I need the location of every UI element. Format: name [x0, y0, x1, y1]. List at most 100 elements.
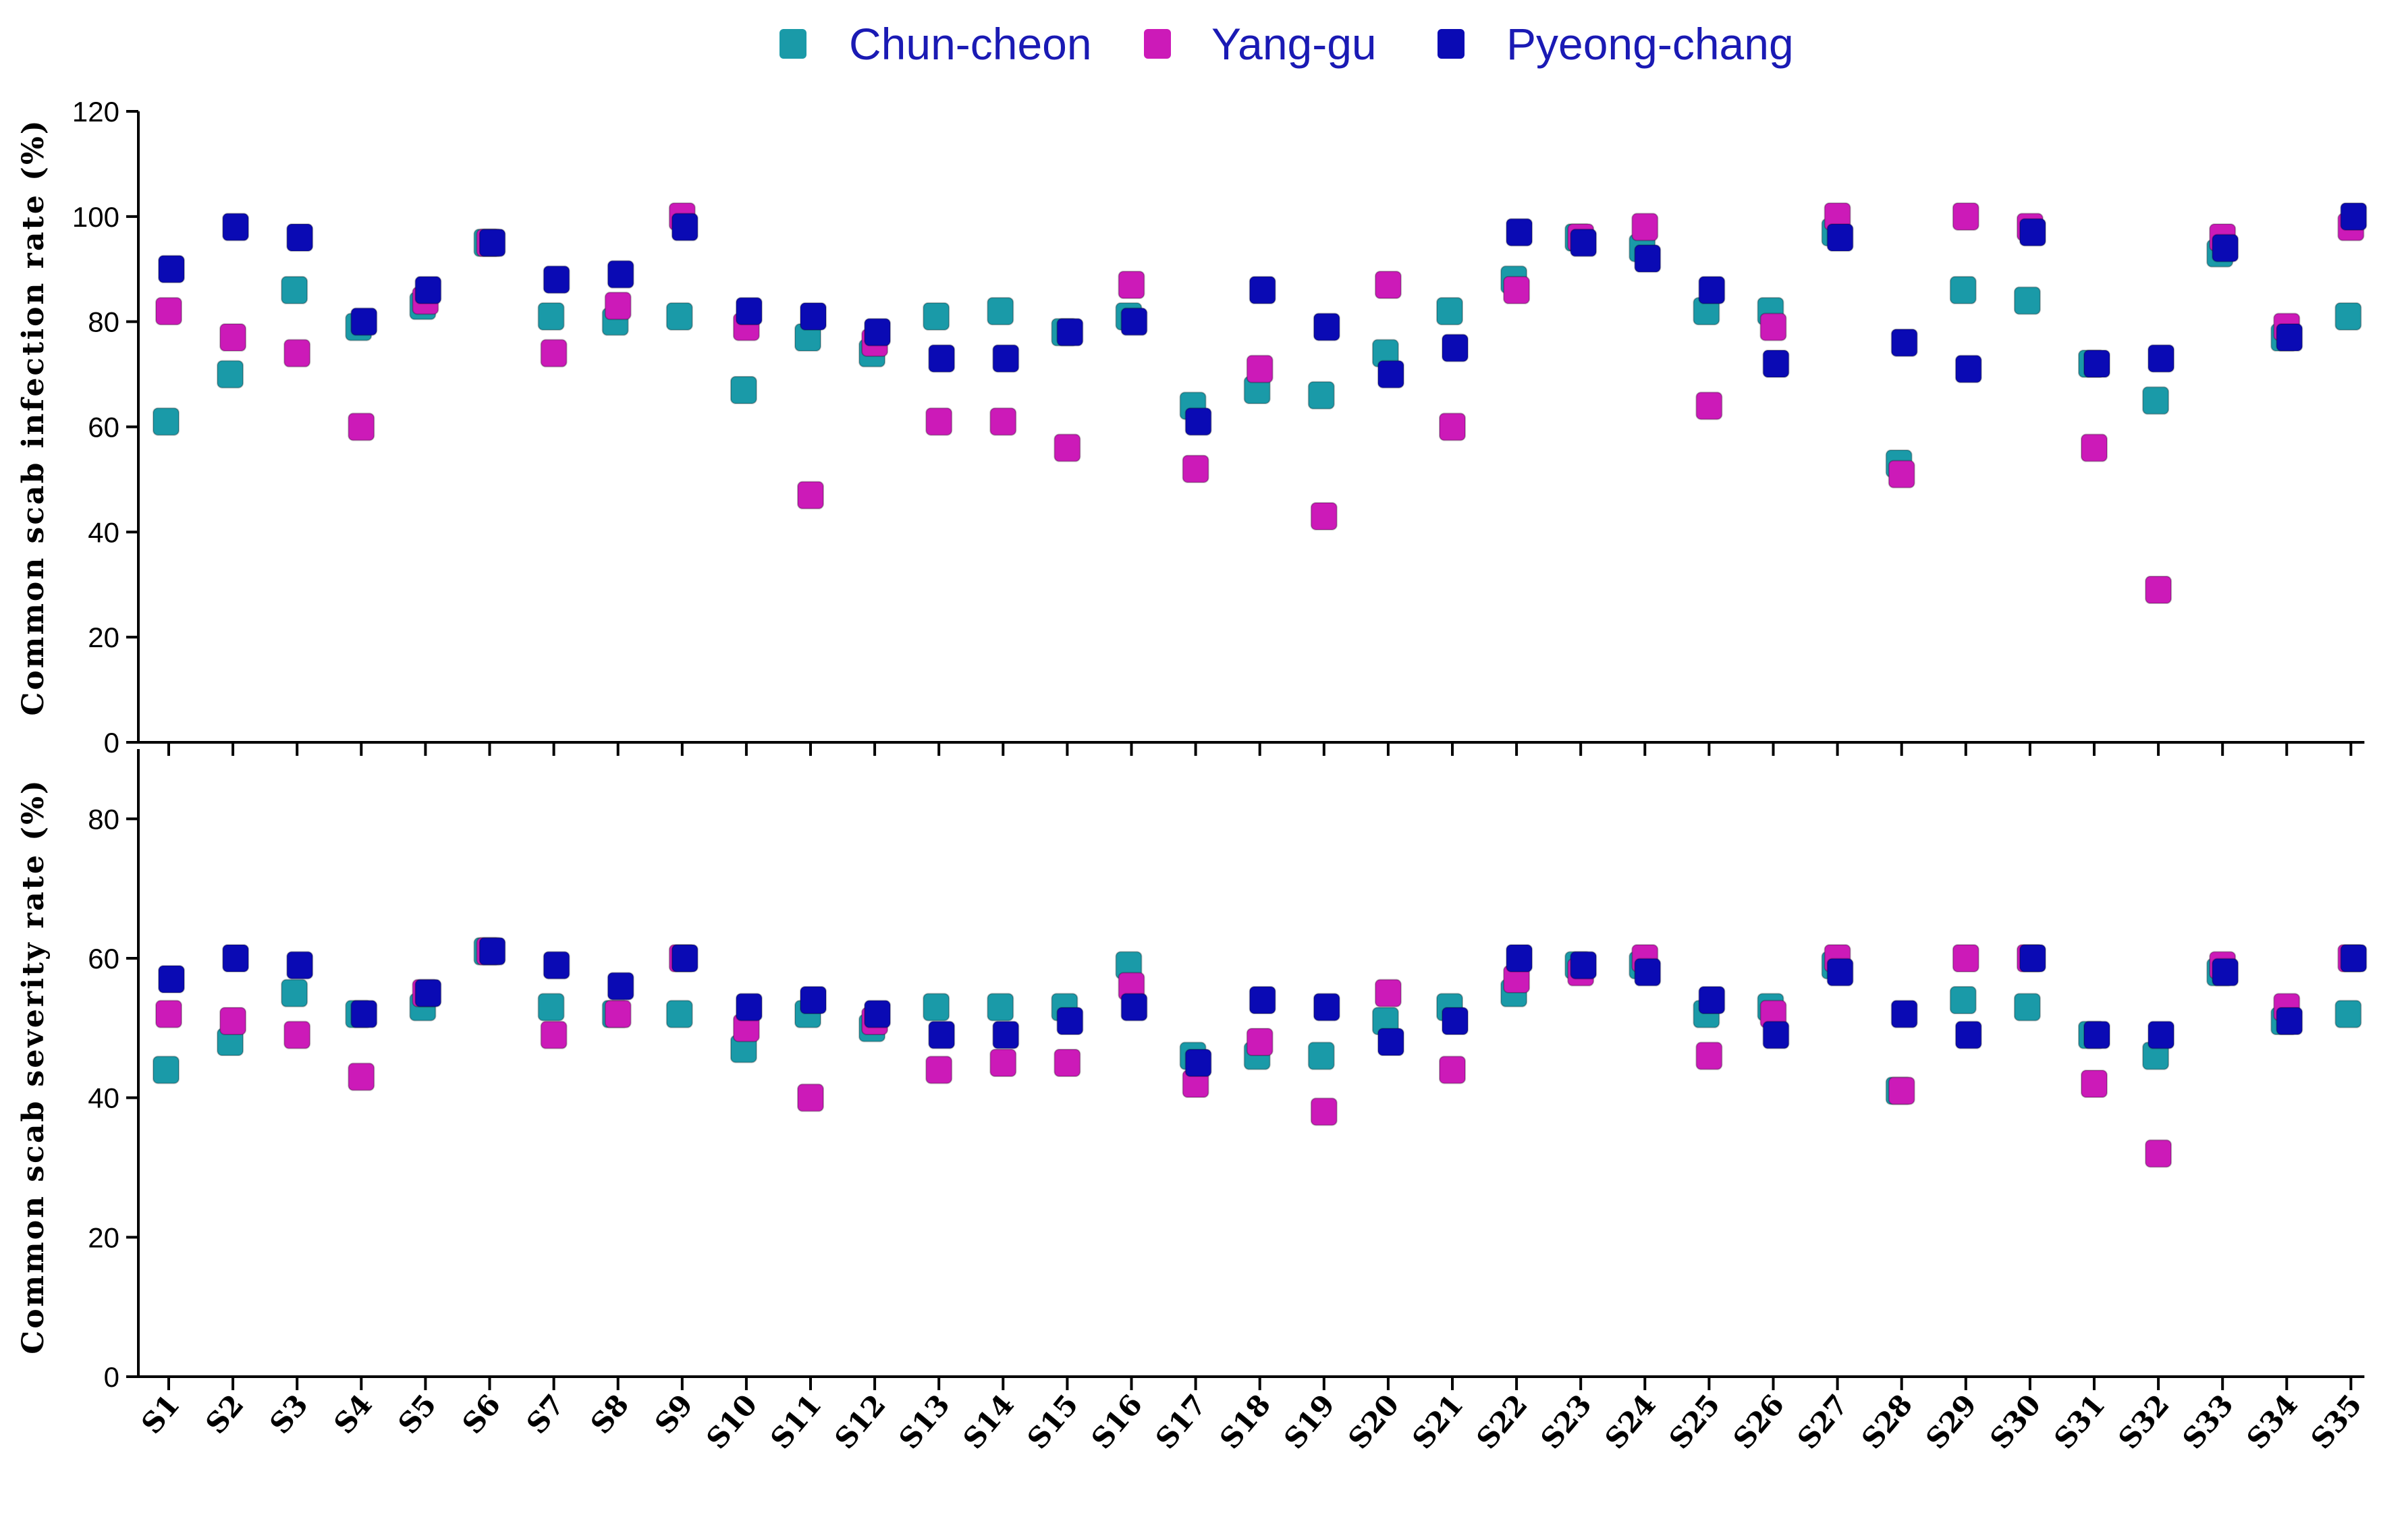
point-bottom-chun-cheon-s13 [923, 993, 950, 1022]
point-top-pyeong-chang-s2 [222, 213, 250, 242]
point-bottom-yang-gu-s32 [2145, 1139, 2172, 1168]
point-top-pyeong-chang-s28 [1890, 328, 1918, 357]
point-top-yang-gu-s8 [604, 292, 632, 321]
point-top-yang-gu-s25 [1695, 391, 1723, 420]
x-tick-label-s18: S18 [1213, 1388, 1278, 1456]
point-top-yang-gu-s22 [1503, 275, 1531, 304]
point-top-chun-cheon-s13 [923, 302, 950, 331]
point-bottom-pyeong-chang-s22 [1506, 944, 1533, 972]
point-top-chun-cheon-s14 [987, 297, 1014, 326]
bottom-y-tick-label: 0 [104, 1361, 119, 1393]
legend-swatch-pyeong-chang [1438, 29, 1465, 59]
point-top-yang-gu-s21 [1439, 412, 1466, 441]
x-axis-tick-labels: S1 S2 S3 S4 S5 S6 S7 S8 S9 S10 S11 S12 S13 S14 S15 S16 S… [135, 1388, 2368, 1456]
x-tick-label-s16: S16 [1085, 1388, 1149, 1456]
point-top-yang-gu-s16 [1118, 271, 1145, 300]
point-bottom-pyeong-chang-s26 [1762, 1020, 1790, 1049]
top-y-tick-label: 60 [88, 412, 119, 443]
point-top-yang-gu-s26 [1759, 312, 1787, 341]
x-tick-label-s20: S20 [1342, 1388, 1406, 1456]
x-tick-label-s33: S33 [2176, 1388, 2240, 1456]
x-tick-label-s21: S21 [1406, 1388, 1470, 1456]
point-bottom-yang-gu-s15 [1054, 1049, 1081, 1077]
x-tick-label-s1: S1 [135, 1388, 186, 1440]
x-tick-label-s6: S6 [456, 1388, 507, 1440]
point-top-pyeong-chang-s8 [607, 260, 634, 289]
point-top-pyeong-chang-s15 [1056, 318, 1084, 347]
x-tick-label-s35: S35 [2304, 1388, 2368, 1456]
point-bottom-yang-gu-s13 [925, 1055, 953, 1084]
point-top-pyeong-chang-s17 [1184, 407, 1212, 436]
x-tick-label-s26: S26 [1727, 1388, 1791, 1456]
point-bottom-pyeong-chang-s35 [2340, 944, 2368, 972]
point-bottom-pyeong-chang-s13 [928, 1020, 956, 1049]
x-tick-label-s34: S34 [2240, 1388, 2304, 1456]
point-bottom-chun-cheon-s1 [153, 1055, 180, 1084]
point-top-pyeong-chang-s32 [2147, 344, 2175, 373]
point-top-pyeong-chang-s6 [478, 228, 506, 257]
point-bottom-yang-gu-s20 [1374, 979, 1402, 1008]
point-bottom-yang-gu-s28 [1888, 1076, 1915, 1105]
top-y-tick-label: 120 [72, 96, 119, 128]
x-tick-label-s27: S27 [1791, 1388, 1855, 1456]
top-y-tick-label: 20 [88, 622, 119, 653]
bottom-panel-severity-rate: 0 20 40 60 80 [88, 749, 2368, 1393]
legend-label-chun-cheon: Chun-cheon [849, 19, 1092, 69]
point-top-pyeong-chang-s22 [1506, 218, 1533, 247]
point-bottom-pyeong-chang-s9 [671, 944, 699, 972]
top-y-tick-label: 100 [72, 201, 119, 233]
point-top-yang-gu-s19 [1310, 501, 1338, 530]
point-bottom-chun-cheon-s14 [987, 993, 1014, 1022]
point-top-yang-gu-s29 [1952, 202, 1979, 231]
x-tick-label-s3: S3 [263, 1388, 314, 1440]
point-top-pyeong-chang-s27 [1826, 223, 1854, 252]
point-bottom-pyeong-chang-s1 [158, 965, 185, 993]
point-bottom-pyeong-chang-s3 [286, 951, 314, 980]
point-bottom-yang-gu-s29 [1952, 944, 1979, 972]
point-top-pyeong-chang-s31 [2083, 350, 2110, 378]
point-bottom-pyeong-chang-s5 [414, 979, 442, 1008]
point-top-chun-cheon-s19 [1307, 381, 1335, 410]
point-top-pyeong-chang-s14 [992, 344, 1020, 373]
point-top-yang-gu-s14 [989, 407, 1017, 436]
point-top-yang-gu-s32 [2145, 576, 2172, 605]
point-top-pyeong-chang-s18 [1249, 275, 1276, 304]
x-tick-label-s4: S4 [327, 1388, 379, 1440]
point-bottom-pyeong-chang-s8 [607, 972, 634, 1001]
point-bottom-pyeong-chang-s31 [2083, 1020, 2110, 1049]
point-top-pyeong-chang-s7 [543, 265, 570, 294]
x-tick-label-s15: S15 [1020, 1388, 1085, 1456]
x-tick-label-s28: S28 [1855, 1388, 1919, 1456]
x-tick-label-s30: S30 [1983, 1388, 2048, 1456]
x-tick-label-s5: S5 [391, 1388, 443, 1440]
point-top-yang-gu-s20 [1374, 271, 1402, 300]
point-top-chun-cheon-s9 [665, 302, 693, 331]
legend-label-yang-gu: Yang-gu [1211, 19, 1377, 69]
point-top-chun-cheon-s32 [2142, 386, 2170, 415]
x-tick-label-s23: S23 [1534, 1388, 1598, 1456]
point-bottom-pyeong-chang-s33 [2212, 958, 2239, 987]
x-tick-label-s32: S32 [2112, 1388, 2176, 1456]
point-top-chun-cheon-s2 [217, 360, 244, 389]
point-top-pyeong-chang-s21 [1442, 333, 1469, 362]
point-bottom-pyeong-chang-s6 [478, 937, 506, 966]
point-bottom-yang-gu-s2 [219, 1007, 247, 1035]
bottom-y-tick-label: 20 [88, 1221, 119, 1253]
point-bottom-pyeong-chang-s30 [2019, 944, 2046, 972]
point-top-yang-gu-s2 [219, 323, 247, 352]
point-top-pyeong-chang-s1 [158, 254, 185, 283]
point-bottom-pyeong-chang-s10 [735, 993, 763, 1022]
x-tick-label-s29: S29 [1919, 1388, 1983, 1456]
x-tick-label-s22: S22 [1470, 1388, 1534, 1456]
point-top-pyeong-chang-s33 [2212, 233, 2239, 263]
point-bottom-pyeong-chang-s18 [1249, 986, 1276, 1014]
point-top-pyeong-chang-s30 [2019, 218, 2046, 247]
point-bottom-pyeong-chang-s34 [2276, 1007, 2303, 1035]
point-bottom-pyeong-chang-s4 [350, 999, 378, 1028]
point-top-chun-cheon-s35 [2334, 302, 2362, 331]
point-top-yang-gu-s17 [1182, 454, 1209, 483]
point-bottom-pyeong-chang-s20 [1377, 1028, 1404, 1056]
point-bottom-chun-cheon-s7 [537, 993, 565, 1022]
